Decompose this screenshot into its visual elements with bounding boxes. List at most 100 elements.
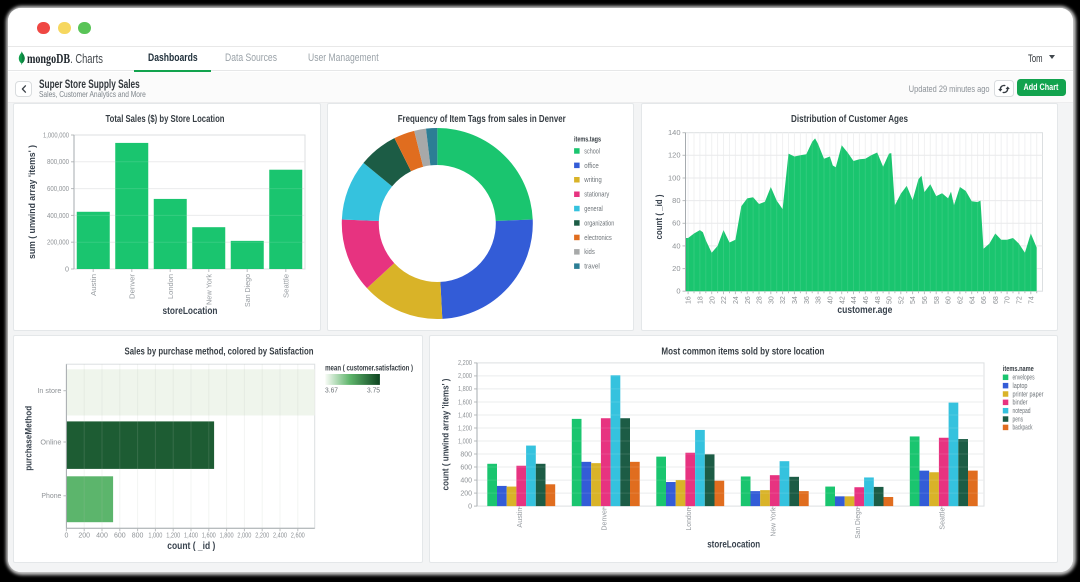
svg-text:writing: writing xyxy=(583,177,601,184)
svg-text:storeLocation: storeLocation xyxy=(163,306,218,317)
svg-text:general: general xyxy=(584,206,603,213)
svg-text:1,800: 1,800 xyxy=(458,386,472,393)
svg-text:400: 400 xyxy=(460,477,472,484)
svg-text:1,000: 1,000 xyxy=(458,438,472,445)
svg-text:16: 16 xyxy=(685,296,692,304)
svg-text:Seattle: Seattle xyxy=(937,507,946,529)
svg-text:travel: travel xyxy=(584,264,600,271)
svg-text:100: 100 xyxy=(667,173,680,182)
svg-text:40: 40 xyxy=(672,241,680,250)
svg-text:800: 800 xyxy=(132,532,144,539)
svg-text:200: 200 xyxy=(78,532,90,539)
svg-text:800,000: 800,000 xyxy=(47,157,69,166)
svg-text:30: 30 xyxy=(768,296,775,304)
svg-text:80: 80 xyxy=(672,196,680,205)
svg-text:count ( unwind array 'items' ): count ( unwind array 'items' ) xyxy=(441,378,452,490)
svg-text:Austin: Austin xyxy=(89,274,98,296)
svg-text:New York: New York xyxy=(768,507,777,536)
svg-text:Phone: Phone xyxy=(41,491,61,500)
svg-text:40: 40 xyxy=(827,296,834,304)
svg-text:London: London xyxy=(166,274,175,299)
svg-text:36: 36 xyxy=(803,296,810,304)
svg-text:binder: binder xyxy=(1013,399,1029,406)
svg-text:2,000: 2,000 xyxy=(237,532,251,539)
svg-text:32: 32 xyxy=(780,296,787,304)
svg-text:68: 68 xyxy=(992,296,999,304)
svg-text:1,400: 1,400 xyxy=(458,412,472,419)
svg-text:In store: In store xyxy=(37,386,61,395)
svg-text:0: 0 xyxy=(65,264,69,273)
svg-text:70: 70 xyxy=(1004,296,1011,304)
svg-text:600: 600 xyxy=(460,464,472,471)
svg-text:60: 60 xyxy=(672,219,680,228)
svg-text:Distribution of Customer Ages: Distribution of Customer Ages xyxy=(791,113,908,125)
svg-text:26: 26 xyxy=(744,296,751,304)
svg-text:printer paper: printer paper xyxy=(1013,391,1045,398)
svg-text:18: 18 xyxy=(697,296,704,304)
svg-text:school: school xyxy=(584,148,600,155)
svg-text:1,000: 1,000 xyxy=(148,532,162,539)
svg-text:74: 74 xyxy=(1028,296,1035,304)
svg-text:42: 42 xyxy=(839,296,846,304)
svg-text:Sales by purchase method, colo: Sales by purchase method, colored by Sat… xyxy=(125,345,314,357)
svg-text:200,000: 200,000 xyxy=(47,238,69,247)
svg-text:140: 140 xyxy=(667,128,680,137)
svg-text:2,200: 2,200 xyxy=(458,360,472,367)
svg-text:pens: pens xyxy=(1013,416,1024,423)
svg-text:stationary: stationary xyxy=(584,192,609,199)
svg-text:60: 60 xyxy=(945,296,952,304)
svg-text:Seattle: Seattle xyxy=(281,274,290,298)
svg-text:600: 600 xyxy=(114,532,126,539)
svg-text:notepad: notepad xyxy=(1013,408,1031,415)
svg-text:34: 34 xyxy=(792,296,799,304)
svg-text:62: 62 xyxy=(957,296,964,304)
svg-text:38: 38 xyxy=(815,296,822,304)
svg-text:Austin: Austin xyxy=(515,507,524,527)
svg-text:800: 800 xyxy=(460,451,472,458)
svg-text:Online: Online xyxy=(40,437,61,446)
svg-text:2,400: 2,400 xyxy=(273,532,287,539)
svg-text:London: London xyxy=(684,507,693,530)
svg-text:mean ( customer.satisfaction ): mean ( customer.satisfaction ) xyxy=(325,363,413,372)
svg-text:Most common items sold by stor: Most common items sold by store location xyxy=(661,345,824,357)
svg-text:1,600: 1,600 xyxy=(458,399,472,406)
svg-text:sum ( unwind array 'items' ): sum ( unwind array 'items' ) xyxy=(27,145,38,259)
svg-text:1,600: 1,600 xyxy=(202,532,216,539)
svg-text:electronics: electronics xyxy=(584,235,612,242)
svg-text:1,000,000: 1,000,000 xyxy=(43,130,69,139)
svg-text:46: 46 xyxy=(862,296,869,304)
svg-text:envelopes: envelopes xyxy=(1013,374,1035,381)
svg-text:Total Sales ($) by Store Locat: Total Sales ($) by Store Location xyxy=(106,113,225,125)
svg-text:1,200: 1,200 xyxy=(166,532,180,539)
svg-text:storeLocation: storeLocation xyxy=(707,539,760,550)
svg-text:Frequency of Item Tags from sa: Frequency of Item Tags from sales in Den… xyxy=(398,113,566,125)
svg-text:20: 20 xyxy=(709,296,716,304)
svg-text:New York: New York xyxy=(204,274,213,305)
svg-text:54: 54 xyxy=(910,296,917,304)
svg-text:count ( _id ): count ( _id ) xyxy=(654,195,665,240)
svg-text:50: 50 xyxy=(886,296,893,304)
svg-text:600,000: 600,000 xyxy=(47,184,69,193)
svg-text:200: 200 xyxy=(460,490,472,497)
svg-text:San Diego: San Diego xyxy=(243,274,252,307)
svg-text:kids: kids xyxy=(584,249,595,256)
svg-text:0: 0 xyxy=(64,532,68,539)
svg-text:Denver: Denver xyxy=(127,273,136,299)
svg-text:organization: organization xyxy=(584,220,614,227)
svg-text:1,400: 1,400 xyxy=(184,532,198,539)
svg-text:400: 400 xyxy=(96,532,108,539)
svg-text:56: 56 xyxy=(922,296,929,304)
svg-text:Denver: Denver xyxy=(599,507,608,530)
svg-text:backpack: backpack xyxy=(1013,424,1033,431)
svg-text:22: 22 xyxy=(721,296,728,304)
svg-text:48: 48 xyxy=(874,296,881,304)
svg-text:28: 28 xyxy=(756,296,763,304)
svg-text:2,000: 2,000 xyxy=(458,373,472,380)
svg-text:58: 58 xyxy=(933,296,940,304)
svg-text:3.75: 3.75 xyxy=(367,385,380,394)
svg-text:San Diego: San Diego xyxy=(853,507,862,538)
svg-text:24: 24 xyxy=(732,296,739,304)
svg-text:0: 0 xyxy=(468,503,472,510)
svg-text:72: 72 xyxy=(1016,296,1023,304)
svg-text:20: 20 xyxy=(672,264,680,273)
